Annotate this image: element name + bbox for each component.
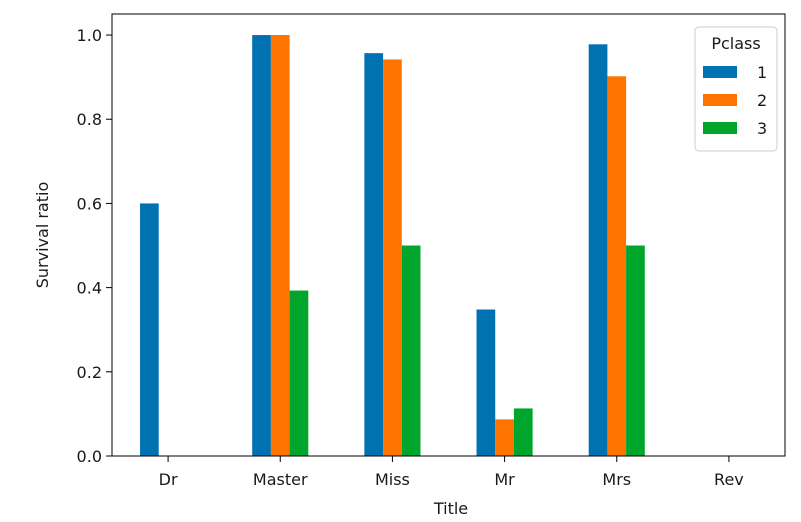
y-tick-label: 0.0 [77,447,102,466]
legend-swatch-pclass-1 [703,66,737,78]
legend-title: Pclass [711,34,760,53]
bar-dr-pclass-1 [140,203,159,456]
legend-label-pclass-3: 3 [757,119,767,138]
x-tick-label-dr: Dr [159,470,178,489]
bar-miss-pclass-1 [364,53,384,457]
x-tick-label-master: Master [253,470,308,489]
y-tick-label: 0.2 [77,363,102,382]
bar-miss-pclass-3 [401,245,421,456]
bar-miss-pclass-2 [383,59,402,457]
legend-swatch-pclass-3 [703,122,737,134]
legend-label-pclass-2: 2 [757,91,767,110]
x-axis: Dr Master Miss Mr Mrs Rev [159,456,744,489]
x-tick-label-miss: Miss [375,470,410,489]
y-axis-title: Survival ratio [33,182,52,288]
bar-master-pclass-2 [270,35,290,457]
bar-master-pclass-1 [252,35,271,457]
legend-swatch-pclass-2 [703,94,737,106]
bar-mrs-pclass-1 [588,44,608,457]
y-tick-label: 0.6 [77,194,102,213]
y-tick-label: 1.0 [77,26,102,45]
x-tick-label-mrs: Mrs [602,470,631,489]
y-axis: 0.0 0.2 0.4 0.6 0.8 1.0 [77,26,112,466]
plot-frame [111,13,786,457]
x-axis-title: Title [433,499,468,518]
bar-mrs-pclass-2 [607,76,627,457]
y-tick-label: 0.4 [77,279,102,298]
legend: Pclass 1 2 3 [694,26,778,152]
bar-mr-pclass-1 [476,309,496,456]
bar-mr-pclass-2 [495,419,514,456]
bar-mr-pclass-3 [513,408,533,456]
legend-frame [694,26,778,152]
bars-layer [140,35,645,457]
x-tick-label-rev: Rev [714,470,744,489]
bar-master-pclass-3 [289,290,309,456]
bar-mrs-pclass-3 [626,245,645,456]
y-tick-label: 0.8 [77,110,102,129]
x-tick-label-mr: Mr [494,470,515,489]
legend-items: 1 2 3 [703,63,767,138]
legend-label-pclass-1: 1 [757,63,767,82]
